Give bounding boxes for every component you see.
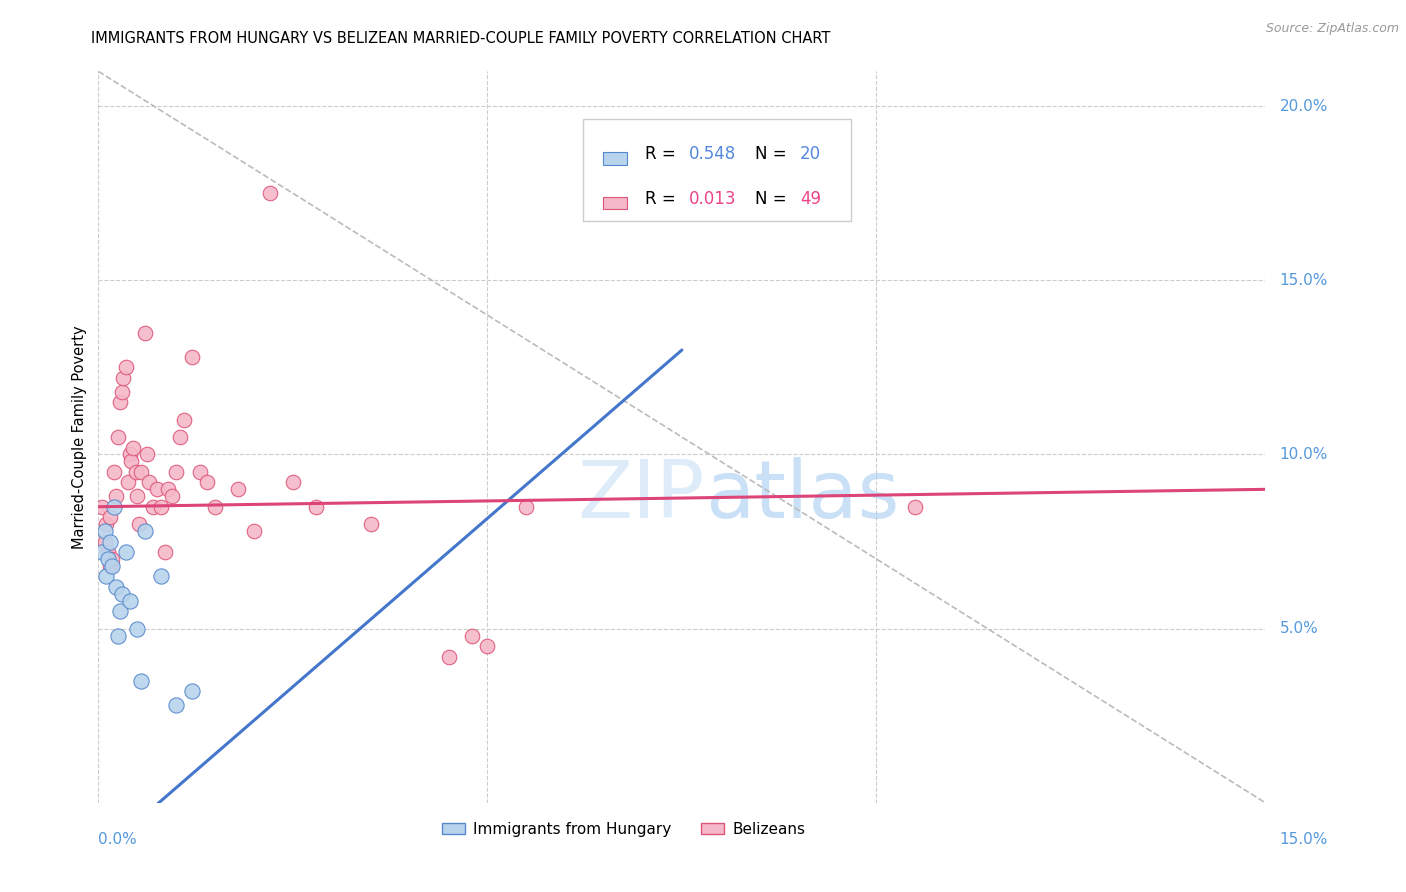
Point: [98, 558, 121, 573]
Point: [149, 500, 172, 514]
Point: [180, 684, 202, 698]
Point: [91, 545, 114, 559]
Point: [153, 545, 176, 559]
Legend: Immigrants from Hungary, Belizeans: Immigrants from Hungary, Belizeans: [436, 815, 811, 843]
Point: [243, 524, 266, 538]
Point: [134, 524, 156, 538]
Text: atlas: atlas: [706, 457, 900, 534]
Point: [165, 465, 187, 479]
Point: [93, 534, 115, 549]
Point: [104, 489, 127, 503]
Point: [108, 395, 131, 409]
Point: [157, 483, 180, 497]
Point: [93, 524, 115, 538]
Text: R =: R =: [644, 190, 681, 208]
Point: [114, 360, 136, 375]
Point: [593, 152, 616, 166]
Point: [128, 517, 150, 532]
Point: [101, 552, 124, 566]
Point: [120, 454, 142, 468]
Point: [103, 500, 125, 514]
Point: [98, 510, 121, 524]
Point: [204, 500, 226, 514]
Text: 0.548: 0.548: [689, 145, 737, 163]
Point: [91, 500, 114, 514]
Point: [305, 500, 328, 514]
Point: [125, 465, 148, 479]
Point: [104, 580, 127, 594]
Text: 20: 20: [800, 145, 821, 163]
Point: [135, 448, 157, 462]
Point: [127, 489, 149, 503]
Point: [97, 545, 120, 559]
Point: [169, 430, 191, 444]
Point: [101, 558, 124, 573]
Point: [118, 594, 141, 608]
Text: 10.0%: 10.0%: [1279, 447, 1327, 462]
Point: [98, 534, 121, 549]
Text: 0.013: 0.013: [689, 190, 737, 208]
Bar: [603, 152, 627, 165]
Point: [117, 475, 139, 490]
Bar: [603, 196, 627, 210]
Text: 0.0%: 0.0%: [98, 832, 138, 847]
Point: [103, 465, 125, 479]
Point: [111, 384, 134, 399]
Point: [461, 629, 484, 643]
Point: [134, 326, 156, 340]
Text: 49: 49: [800, 190, 821, 208]
Point: [96, 517, 118, 532]
Text: N =: N =: [755, 145, 793, 163]
Point: [111, 587, 134, 601]
Text: R =: R =: [644, 145, 681, 163]
Point: [149, 569, 172, 583]
Point: [173, 412, 195, 426]
Y-axis label: Married-Couple Family Poverty: Married-Couple Family Poverty: [72, 326, 87, 549]
Text: IMMIGRANTS FROM HUNGARY VS BELIZEAN MARRIED-COUPLE FAMILY POVERTY CORRELATION CH: IMMIGRANTS FROM HUNGARY VS BELIZEAN MARR…: [91, 31, 831, 46]
Point: [96, 569, 118, 583]
Point: [129, 673, 152, 688]
Point: [114, 545, 136, 559]
Point: [142, 500, 165, 514]
Point: [180, 350, 202, 364]
Point: [259, 186, 281, 201]
FancyBboxPatch shape: [582, 119, 851, 221]
Text: N =: N =: [755, 190, 793, 208]
Point: [162, 489, 184, 503]
Text: 15.0%: 15.0%: [1279, 832, 1327, 847]
Point: [477, 639, 499, 653]
Text: 15.0%: 15.0%: [1279, 273, 1327, 288]
Point: [107, 629, 129, 643]
Point: [146, 483, 169, 497]
Point: [107, 430, 129, 444]
Point: [515, 500, 537, 514]
Text: 20.0%: 20.0%: [1279, 99, 1327, 113]
Point: [122, 441, 145, 455]
Point: [112, 371, 135, 385]
Point: [127, 622, 149, 636]
Point: [228, 483, 250, 497]
Point: [138, 475, 160, 490]
Point: [129, 465, 152, 479]
Text: Source: ZipAtlas.com: Source: ZipAtlas.com: [1265, 22, 1399, 36]
Point: [360, 517, 382, 532]
Point: [97, 552, 120, 566]
Point: [188, 465, 211, 479]
Text: ZIP: ZIP: [578, 457, 706, 534]
Point: [195, 475, 218, 490]
Point: [437, 649, 460, 664]
Point: [165, 698, 187, 713]
Point: [281, 475, 304, 490]
Point: [108, 604, 131, 618]
Point: [118, 448, 141, 462]
Point: [904, 500, 927, 514]
Text: 5.0%: 5.0%: [1279, 621, 1319, 636]
